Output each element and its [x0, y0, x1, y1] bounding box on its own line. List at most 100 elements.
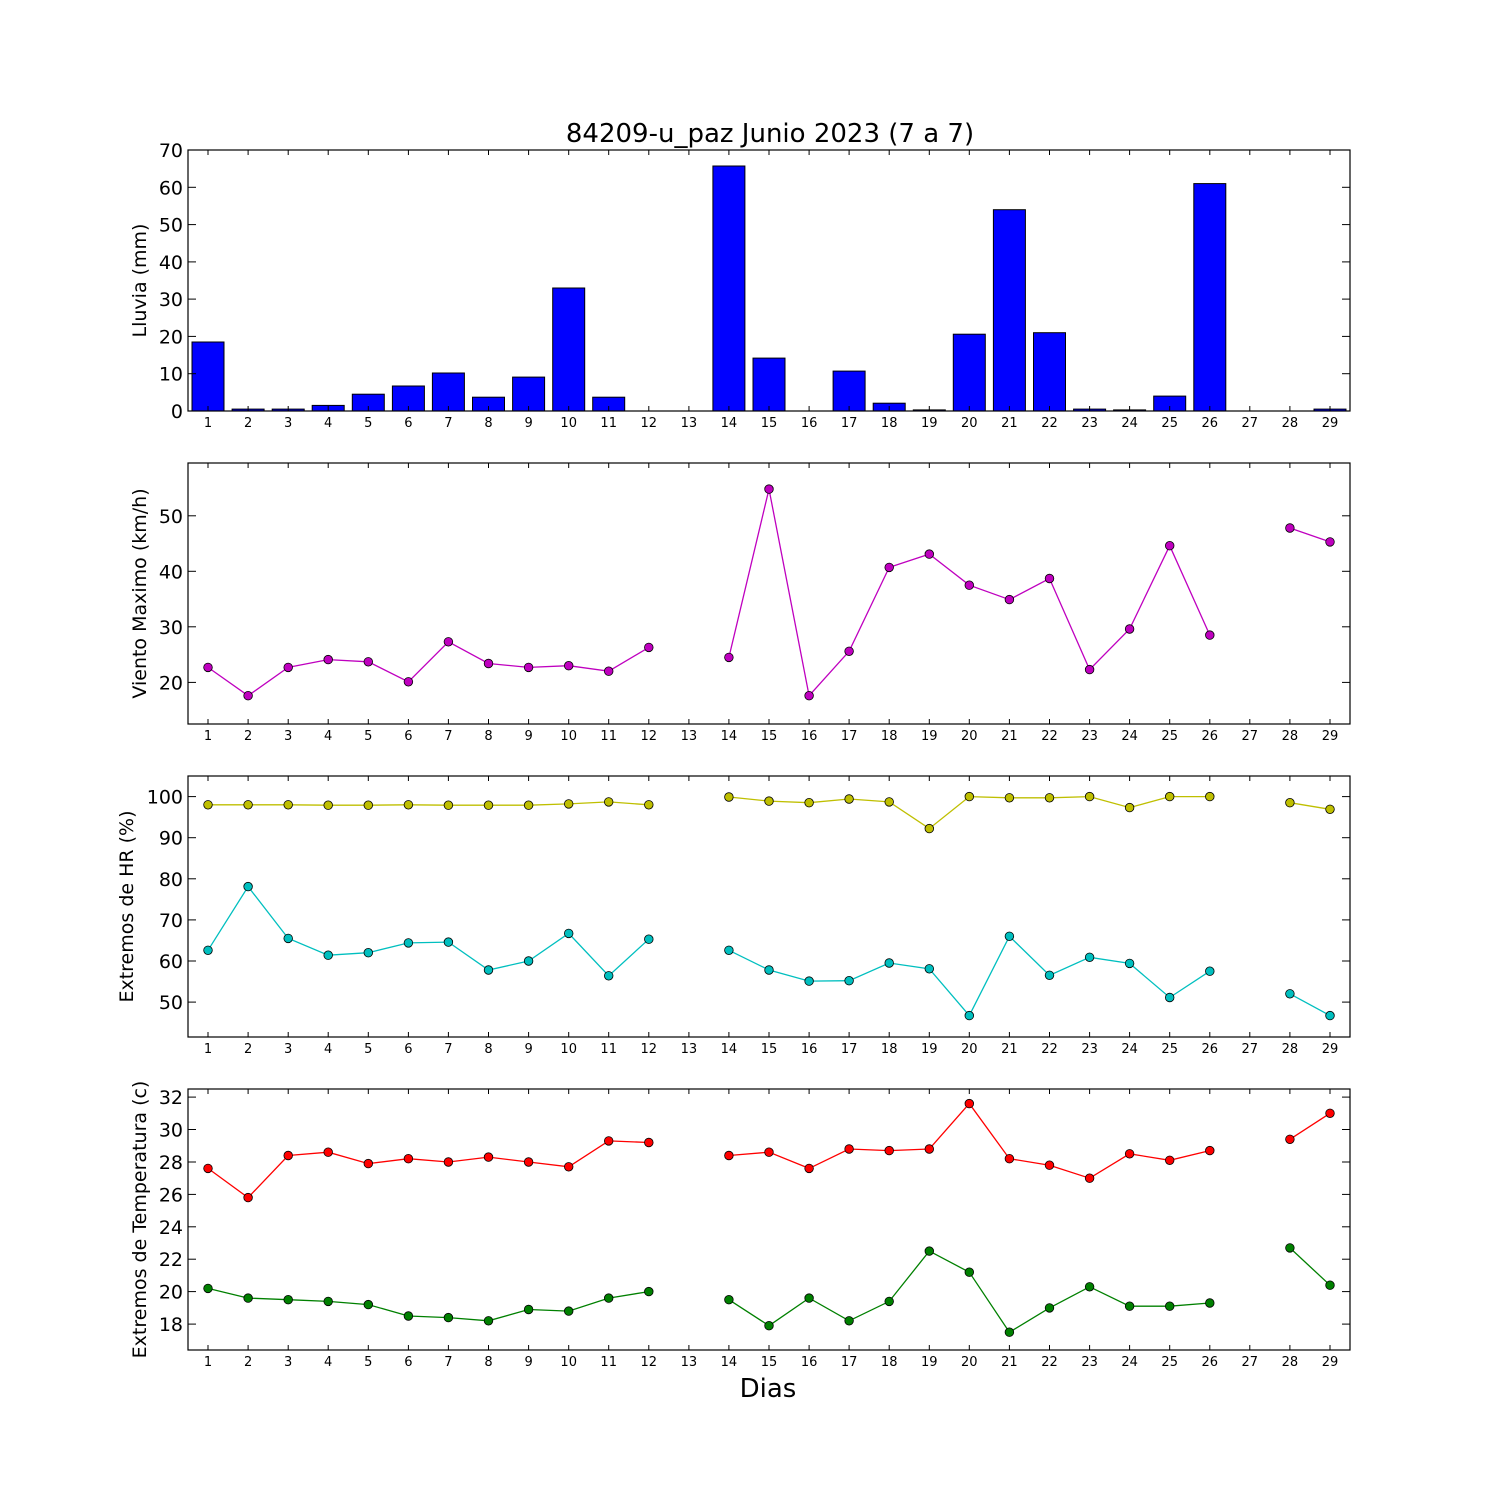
series-1-point-day-17 — [844, 794, 854, 804]
x-tick-label: 4 — [324, 1355, 332, 1370]
series-1-point-day-17 — [844, 1144, 854, 1154]
series-1-point-day-7 — [443, 637, 454, 647]
x-tick-label: 14 — [721, 1042, 738, 1057]
series-1-point-day-7 — [443, 1157, 454, 1167]
series-1-point-day-5 — [363, 1158, 374, 1169]
series-1-point-day-23 — [1084, 664, 1095, 675]
x-tick-label: 19 — [921, 729, 938, 744]
series-1-point-day-12 — [644, 800, 654, 810]
series-1-point-day-4 — [323, 800, 333, 810]
rain-bar-day-15 — [752, 357, 786, 412]
series-1-point-day-9 — [523, 1157, 534, 1167]
rain-bar-day-14 — [712, 165, 746, 412]
x-tick-label: 11 — [600, 729, 617, 744]
x-tick-label: 21 — [1001, 729, 1018, 744]
rain-bar-day-26 — [1193, 183, 1227, 412]
x-tick-label: 11 — [600, 1355, 617, 1370]
series-1-point-day-20 — [964, 791, 975, 802]
series-2-point-day-29 — [1325, 1280, 1335, 1290]
series-2-point-day-1 — [203, 945, 213, 956]
series-1-point-day-10 — [564, 799, 574, 809]
x-tick-label: 18 — [881, 1042, 898, 1057]
chart-title: 84209-u_paz Junio 2023 (7 a 7) — [566, 119, 974, 149]
series-1-point-day-24 — [1124, 1149, 1135, 1159]
x-tick-label: 9 — [524, 1355, 532, 1370]
x-tick-label: 7 — [444, 1355, 452, 1370]
series-1-point-day-15 — [764, 1147, 774, 1157]
y-tick-label: 30 — [159, 1120, 183, 1142]
x-tick-label: 10 — [560, 416, 577, 431]
series-2-point-day-26 — [1205, 966, 1215, 976]
y-tick-label: 30 — [159, 617, 183, 639]
series-2-line — [1289, 993, 1331, 1017]
series-1-point-day-11 — [604, 1136, 614, 1146]
x-tick-label: 10 — [560, 1355, 577, 1370]
series-1-point-day-20 — [964, 1098, 975, 1109]
x-tick-label: 2 — [244, 1042, 252, 1057]
series-1-point-day-11 — [604, 797, 614, 807]
x-tick-label: 25 — [1161, 1042, 1178, 1057]
y-tick-label: 100 — [147, 787, 183, 809]
series-1-point-day-2 — [243, 691, 253, 701]
x-tick-label: 26 — [1202, 729, 1219, 744]
x-tick-label: 21 — [1001, 1355, 1018, 1370]
x-tick-label: 3 — [284, 416, 292, 431]
series-2-point-day-10 — [564, 928, 574, 939]
series-1-point-day-3 — [283, 662, 293, 673]
series-2-point-day-5 — [363, 948, 374, 958]
series-1-point-day-29 — [1325, 804, 1335, 815]
series-2-point-day-28 — [1285, 989, 1295, 999]
x-tick-label: 10 — [560, 1042, 577, 1057]
series-1-line — [1289, 802, 1331, 810]
series-2-point-day-1 — [203, 1283, 213, 1294]
x-tick-label: 16 — [801, 729, 818, 744]
x-tick-label: 24 — [1121, 729, 1138, 744]
x-tick-label: 28 — [1282, 1355, 1299, 1370]
series-1-point-day-6 — [403, 677, 414, 687]
y-tick-label: 40 — [159, 561, 183, 583]
x-tick-label: 22 — [1041, 1355, 1058, 1370]
series-1-point-day-8 — [483, 800, 494, 810]
series-1-point-day-1 — [203, 1163, 213, 1174]
series-1-point-day-29 — [1325, 1108, 1335, 1119]
x-tick-label: 2 — [244, 729, 252, 744]
x-tick-label: 1 — [204, 416, 212, 431]
series-1-line — [208, 801, 649, 806]
x-tick-label: 23 — [1081, 1042, 1098, 1057]
x-tick-label: 14 — [721, 416, 738, 431]
series-2-point-day-18 — [884, 1296, 894, 1307]
x-tick-label: 2 — [244, 1355, 252, 1370]
series-2-point-day-17 — [844, 976, 854, 986]
x-tick-label: 20 — [961, 416, 978, 431]
x-tick-label: 18 — [881, 416, 898, 431]
rain-bar-day-21 — [992, 209, 1026, 412]
series-2-point-day-23 — [1084, 952, 1095, 963]
series-2-point-day-9 — [523, 956, 534, 966]
series-2-point-day-25 — [1164, 992, 1175, 1003]
series-2-point-day-24 — [1124, 958, 1135, 969]
y-axis-label: Viento Maximo (km/h) — [129, 488, 151, 698]
x-tick-label: 28 — [1282, 416, 1299, 431]
y-axis-label: Extremos de Temperatura (c) — [129, 1081, 151, 1359]
x-tick-label: 7 — [444, 1042, 452, 1057]
series-1-point-day-28 — [1285, 1134, 1295, 1145]
x-tick-label: 22 — [1041, 416, 1058, 431]
series-2-point-day-12 — [644, 1286, 654, 1297]
x-tick-label: 5 — [364, 1042, 372, 1057]
series-2-point-day-11 — [604, 1293, 614, 1303]
series-2-point-day-6 — [403, 938, 414, 948]
x-tick-label: 15 — [761, 1355, 778, 1370]
rain-bar-day-7 — [431, 372, 465, 412]
x-tick-label: 9 — [524, 416, 532, 431]
series-1-point-day-1 — [203, 800, 213, 810]
series-2-point-day-2 — [243, 1293, 253, 1303]
series-1-point-day-23 — [1084, 1173, 1095, 1183]
x-tick-label: 19 — [921, 416, 938, 431]
series-2-point-day-4 — [323, 1296, 333, 1307]
series-1-point-day-19 — [924, 1144, 935, 1154]
y-tick-label: 20 — [159, 326, 183, 348]
series-2-point-day-4 — [323, 950, 333, 960]
x-tick-label: 27 — [1242, 1355, 1259, 1370]
series-2-line — [207, 1287, 649, 1322]
